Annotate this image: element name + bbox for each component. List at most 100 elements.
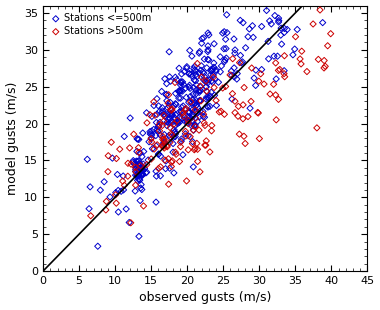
- Stations <=500m: [181, 82, 187, 87]
- Stations <=500m: [213, 69, 219, 74]
- Stations <=500m: [195, 111, 201, 116]
- Stations <=500m: [153, 144, 159, 148]
- Stations >500m: [128, 220, 134, 225]
- Stations <=500m: [141, 149, 147, 154]
- Stations <=500m: [168, 79, 174, 84]
- Stations <=500m: [156, 124, 162, 129]
- Stations <=500m: [195, 119, 201, 124]
- Stations <=500m: [157, 120, 163, 125]
- Stations <=500m: [196, 51, 202, 56]
- Stations <=500m: [185, 120, 191, 125]
- Stations >500m: [141, 203, 147, 208]
- Stations <=500m: [209, 67, 215, 72]
- Stations >500m: [223, 84, 229, 89]
- Stations <=500m: [135, 178, 141, 183]
- Stations <=500m: [173, 102, 179, 107]
- Stations <=500m: [127, 116, 133, 121]
- Stations >500m: [220, 86, 226, 91]
- Stations <=500m: [320, 20, 326, 25]
- Stations <=500m: [212, 93, 218, 98]
- Stations <=500m: [193, 91, 199, 96]
- Stations <=500m: [190, 128, 196, 133]
- Stations >500m: [240, 116, 246, 121]
- Stations <=500m: [197, 88, 203, 93]
- Stations <=500m: [196, 88, 202, 93]
- Stations >500m: [103, 199, 109, 204]
- Stations <=500m: [196, 98, 202, 103]
- Stations <=500m: [294, 27, 300, 32]
- Stations <=500m: [247, 106, 253, 111]
- Stations <=500m: [136, 176, 142, 181]
- Stations <=500m: [157, 154, 163, 159]
- Stations <=500m: [138, 167, 144, 172]
- Stations <=500m: [201, 78, 207, 82]
- Stations <=500m: [172, 130, 178, 135]
- Stations >500m: [172, 80, 178, 85]
- Stations >500m: [236, 132, 242, 137]
- Stations <=500m: [146, 139, 152, 144]
- Stations <=500m: [176, 89, 182, 94]
- Stations <=500m: [140, 131, 146, 135]
- Stations <=500m: [197, 108, 203, 113]
- Stations <=500m: [182, 86, 188, 91]
- Stations <=500m: [166, 49, 172, 54]
- Stations <=500m: [130, 158, 136, 163]
- Stations <=500m: [221, 46, 227, 51]
- Stations >500m: [299, 49, 305, 54]
- Stations >500m: [161, 146, 167, 151]
- Stations >500m: [216, 109, 222, 114]
- Stations >500m: [147, 112, 153, 117]
- Stations <=500m: [139, 187, 145, 192]
- Stations <=500m: [154, 96, 160, 101]
- Stations <=500m: [190, 114, 196, 119]
- Stations <=500m: [249, 23, 255, 28]
- Stations >500m: [185, 118, 192, 123]
- Stations <=500m: [166, 74, 173, 79]
- Stations >500m: [293, 34, 299, 39]
- Stations >500m: [160, 143, 166, 148]
- Stations >500m: [133, 183, 139, 188]
- Stations <=500m: [178, 108, 184, 113]
- Stations <=500m: [140, 168, 146, 173]
- Stations <=500m: [164, 81, 170, 86]
- Stations >500m: [185, 121, 192, 126]
- Stations <=500m: [173, 101, 179, 106]
- Stations >500m: [209, 128, 215, 133]
- Stations <=500m: [190, 164, 196, 169]
- Stations <=500m: [166, 104, 172, 108]
- Stations <=500m: [210, 73, 216, 78]
- Stations <=500m: [135, 173, 141, 178]
- Stations >500m: [181, 114, 187, 119]
- Stations <=500m: [169, 112, 175, 117]
- Stations >500m: [133, 165, 139, 170]
- Stations <=500m: [86, 206, 92, 211]
- Stations <=500m: [153, 200, 159, 205]
- Stations <=500m: [259, 24, 265, 29]
- Stations <=500m: [196, 90, 202, 95]
- Stations <=500m: [171, 127, 177, 132]
- Stations <=500m: [134, 136, 140, 141]
- Stations >500m: [151, 99, 157, 104]
- Stations <=500m: [205, 30, 211, 35]
- Stations <=500m: [137, 198, 143, 203]
- Stations <=500m: [136, 158, 142, 163]
- Stations <=500m: [171, 135, 177, 140]
- Stations <=500m: [251, 76, 257, 81]
- Stations <=500m: [208, 68, 214, 73]
- Stations >500m: [182, 129, 188, 134]
- Stations <=500m: [138, 166, 144, 171]
- Stations <=500m: [177, 89, 183, 94]
- Stations <=500m: [182, 131, 188, 136]
- Stations <=500m: [158, 89, 165, 94]
- Stations <=500m: [173, 131, 179, 136]
- Stations >500m: [155, 166, 162, 171]
- Stations <=500m: [281, 68, 287, 73]
- Stations <=500m: [163, 158, 169, 163]
- Stations >500m: [168, 160, 174, 165]
- Stations <=500m: [186, 110, 192, 115]
- Stations <=500m: [224, 30, 230, 35]
- Stations <=500m: [123, 206, 129, 211]
- Stations <=500m: [136, 234, 142, 239]
- Stations >500m: [277, 67, 283, 72]
- Stations >500m: [241, 85, 247, 90]
